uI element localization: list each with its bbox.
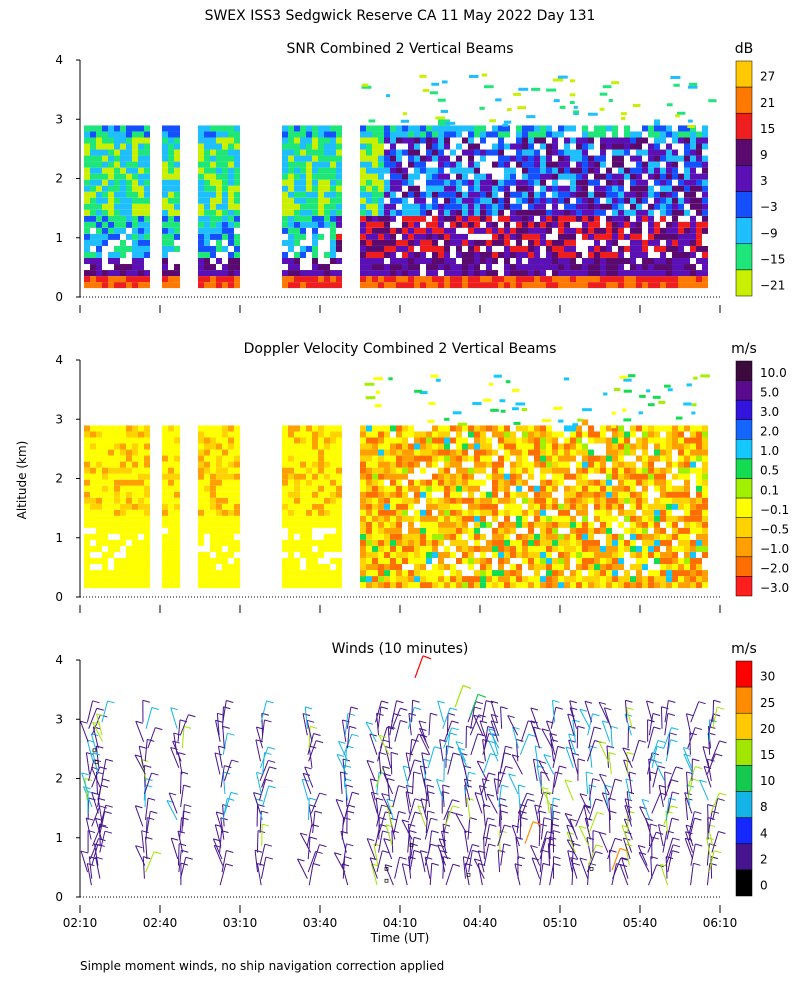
doppler-panel-title: Doppler Velocity Combined 2 Vertical Bea… xyxy=(244,341,557,357)
wind-barbs xyxy=(79,655,727,886)
colorbar-label-2-4: 10 xyxy=(760,774,775,788)
colorbar-swatch-2-8 xyxy=(735,869,753,897)
colorbar-swatch-0-5 xyxy=(735,191,753,218)
colorbar-label-1-4: 1.0 xyxy=(760,444,779,458)
colorbar-swatch-1-3 xyxy=(735,419,753,440)
colorbar-swatch-1-7 xyxy=(735,497,753,518)
x-tick-label-1: 02:40 xyxy=(143,916,178,930)
heatmap-0 xyxy=(84,73,717,289)
colorbar-swatch-0-7 xyxy=(735,243,753,271)
y-tick-label-0-4: 4 xyxy=(55,53,63,67)
colorbar-swatch-1-5 xyxy=(735,458,753,479)
colorbar-swatch-2-6 xyxy=(735,817,753,845)
colorbar-label-1-9: −1.0 xyxy=(760,542,789,556)
heatmap-1 xyxy=(84,374,710,589)
y-tick-label-1-4: 4 xyxy=(55,353,63,367)
x-tick-label-2: 03:10 xyxy=(223,916,258,930)
x-axis-label: Time (UT) xyxy=(370,931,430,945)
colorbar-label-0-1: 21 xyxy=(760,96,775,110)
colorbar-label-1-5: 0.5 xyxy=(760,464,779,478)
colorbar-label-2-3: 15 xyxy=(760,748,775,762)
colorbar-swatch-1-4 xyxy=(735,439,753,460)
x-tick-label-7: 05:40 xyxy=(623,916,658,930)
colorbar-swatch-0-1 xyxy=(735,86,753,114)
y-tick-label-0-0: 0 xyxy=(55,290,63,304)
colorbar-swatch-0-8 xyxy=(735,269,753,297)
colorbar-label-1-10: −2.0 xyxy=(760,562,789,576)
colorbar-swatch-0-3 xyxy=(735,139,753,166)
colorbar-label-0-4: 3 xyxy=(760,174,768,188)
y-tick-label-2-2: 2 xyxy=(55,772,63,786)
x-tick-label-3: 03:40 xyxy=(303,916,338,930)
colorbar-label-0-2: 15 xyxy=(760,122,775,136)
winds-colorbar-unit: m/s xyxy=(731,641,757,657)
y-tick-label-0-3: 3 xyxy=(55,112,63,126)
colorbar-label-2-5: 8 xyxy=(760,800,768,814)
colorbar-label-2-7: 2 xyxy=(760,852,768,866)
colorbar-swatch-0-0 xyxy=(735,60,753,88)
footnote: Simple moment winds, no ship navigation … xyxy=(80,959,444,973)
colorbar-swatch-1-2 xyxy=(735,399,753,420)
colorbar-swatch-1-0 xyxy=(735,360,753,381)
y-tick-label-1-0: 0 xyxy=(55,590,63,604)
colorbar-label-1-3: 2.0 xyxy=(760,425,779,439)
colorbar-label-1-0: 10.0 xyxy=(760,366,787,380)
colorbar-swatch-0-4 xyxy=(735,165,753,192)
y-tick-label-1-2: 2 xyxy=(55,472,63,486)
colorbar-label-1-6: 0.1 xyxy=(760,483,779,497)
colorbar-label-2-1: 25 xyxy=(760,696,775,710)
colorbar-label-2-8: 0 xyxy=(760,879,768,893)
colorbar-label-1-2: 3.0 xyxy=(760,405,779,419)
colorbar-swatch-2-5 xyxy=(735,791,753,818)
colorbar-label-0-6: −9 xyxy=(760,226,778,240)
colorbar-label-0-5: −3 xyxy=(760,200,778,214)
x-tick-label-4: 04:10 xyxy=(383,916,418,930)
colorbar-label-0-8: −21 xyxy=(760,279,785,293)
colorbar-swatch-0-6 xyxy=(735,217,753,245)
snr-panel-title: SNR Combined 2 Vertical Beams xyxy=(286,41,513,57)
colorbar-swatch-2-3 xyxy=(735,739,753,766)
colorbar-swatch-1-9 xyxy=(735,537,753,558)
y-tick-label-0-1: 1 xyxy=(55,231,63,245)
colorbar-swatch-2-0 xyxy=(735,660,753,688)
colorbar-label-0-0: 27 xyxy=(760,70,775,84)
colorbar-swatch-1-11 xyxy=(735,576,753,597)
doppler-colorbar-unit: m/s xyxy=(731,341,757,357)
y-tick-label-2-4: 4 xyxy=(55,653,63,667)
x-tick-label-8: 06:10 xyxy=(703,916,738,930)
x-tick-label-6: 05:10 xyxy=(543,916,578,930)
y-axis-label: Altitude (km) xyxy=(15,441,29,520)
colorbar-swatch-1-1 xyxy=(735,380,753,401)
colorbar-swatch-2-4 xyxy=(735,765,753,792)
colorbar-swatch-1-8 xyxy=(735,517,753,538)
y-tick-label-2-1: 1 xyxy=(55,831,63,845)
y-tick-label-2-0: 0 xyxy=(55,890,63,904)
snr-colorbar-unit: dB xyxy=(735,41,754,57)
colorbar-swatch-1-10 xyxy=(735,556,753,577)
y-tick-label-1-1: 1 xyxy=(55,531,63,545)
x-tick-label-0: 02:10 xyxy=(63,916,98,930)
colorbar-swatch-1-6 xyxy=(735,478,753,499)
colorbar-label-0-7: −15 xyxy=(760,252,785,266)
y-tick-label-1-3: 3 xyxy=(55,412,63,426)
colorbar-label-1-11: −3.0 xyxy=(760,581,789,595)
colorbar-label-1-7: −0.1 xyxy=(760,503,789,517)
colorbar-label-1-1: 5.0 xyxy=(760,385,779,399)
colorbar-swatch-2-7 xyxy=(735,843,753,871)
figure-title: SWEX ISS3 Sedgwick Reserve CA 11 May 202… xyxy=(205,8,596,24)
colorbar-label-1-8: −0.5 xyxy=(760,522,789,536)
x-tick-label-5: 04:40 xyxy=(463,916,498,930)
colorbar-swatch-2-2 xyxy=(735,712,753,740)
colorbar-label-0-3: 9 xyxy=(760,148,768,162)
colorbar-label-2-6: 4 xyxy=(760,826,768,840)
winds-panel-title: Winds (10 minutes) xyxy=(332,641,469,657)
colorbar-label-2-2: 20 xyxy=(760,722,775,736)
y-tick-label-0-2: 2 xyxy=(55,172,63,186)
colorbar-swatch-2-1 xyxy=(735,686,753,714)
y-tick-label-2-3: 3 xyxy=(55,712,63,726)
colorbar-swatch-0-2 xyxy=(735,112,753,140)
colorbar-label-2-0: 30 xyxy=(760,670,775,684)
